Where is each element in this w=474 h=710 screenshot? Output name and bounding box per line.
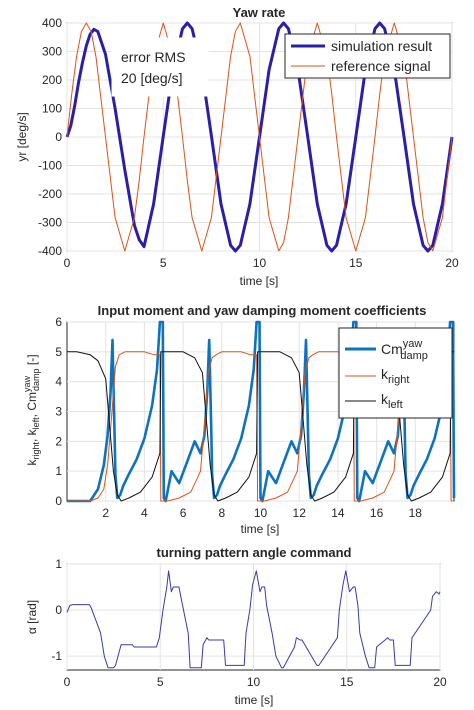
- legend-label-kleft: kleft: [381, 391, 403, 411]
- x-tick-label: 0: [64, 675, 71, 689]
- rms-annotation-box: [111, 37, 209, 97]
- legend-cm-base: Cm: [381, 341, 403, 357]
- damping-ylabel: kright, kleft, Cmyawdamp [-]: [22, 354, 41, 465]
- legend-kleft-base: k: [381, 391, 389, 407]
- y-tick-label: 6: [55, 315, 62, 329]
- x-tick-label: 15: [349, 256, 363, 270]
- x-tick-label: 2: [102, 506, 109, 520]
- x-tick-label: 0: [64, 256, 71, 270]
- x-tick-label: 20: [433, 675, 447, 689]
- series-line-simulation-result: [65, 21, 454, 253]
- y-tick-label: 1: [55, 464, 62, 478]
- damping-legend-box: [338, 327, 453, 419]
- ylabel-sub-damp: damp: [31, 368, 41, 391]
- series-line-alpha: [66, 570, 441, 669]
- angle-series: [66, 570, 441, 669]
- series-line-k-left: [67, 351, 454, 502]
- y-tick-label: 1: [55, 557, 62, 571]
- yaw-rate-ylabel: yr [deg/s]: [15, 112, 29, 161]
- ylabel-sep-1: ,: [25, 435, 39, 442]
- ylabel-sup-yaw: yaw: [22, 375, 32, 392]
- y-tick-label: 5: [55, 345, 62, 359]
- damping-title: Input moment and yaw damping moment coef…: [98, 303, 427, 318]
- x-tick-label: 6: [180, 506, 187, 520]
- y-tick-label: 4: [55, 375, 62, 389]
- y-tick-label: 3: [55, 405, 62, 419]
- ylabel-sub-right: right: [31, 442, 41, 460]
- x-tick-label: 10: [253, 256, 267, 270]
- y-tick-label: -100: [38, 159, 62, 173]
- y-tick-label: 0: [55, 130, 62, 144]
- angle-title: turning pattern angle command: [156, 545, 351, 560]
- x-tick-label: 14: [331, 506, 345, 520]
- angle-ylabel: α [rad]: [25, 600, 39, 634]
- legend-label-simulation: simulation result: [331, 38, 432, 54]
- angle-grid: [66, 563, 441, 670]
- angle-xlabel: time [s]: [235, 693, 274, 707]
- y-tick-label: 200: [42, 73, 62, 87]
- x-tick-label: 5: [157, 675, 164, 689]
- y-tick-label: 300: [42, 45, 62, 59]
- ylabel-cm: Cm: [25, 392, 39, 411]
- angle-panel: turning pattern angle command 0 5 10 15 2010…: [25, 545, 447, 707]
- y-tick-label: -1: [51, 649, 62, 663]
- legend-cm-sup: yaw: [403, 338, 423, 350]
- yaw-rate-ticks: 0 5 10 15 20 -400 -300 -200 -100 0 100 200 300 400: [38, 16, 459, 270]
- y-tick-label: 400: [42, 16, 62, 30]
- ylabel-k-1: k: [25, 459, 39, 466]
- ylabel-sep-2: ,: [25, 411, 39, 418]
- legend-kright-sub: right: [388, 374, 409, 386]
- rms-annotation-line-1: error RMS: [121, 49, 186, 65]
- x-tick-label: 20: [445, 256, 459, 270]
- damping-xlabel: time [s]: [241, 522, 280, 536]
- y-tick-label: -200: [38, 187, 62, 201]
- legend-label-cm: Cmyaw damp: [381, 338, 428, 362]
- legend-kleft-sub: left: [388, 399, 403, 411]
- x-tick-label: 10: [254, 506, 268, 520]
- x-tick-label: 16: [370, 506, 384, 520]
- legend-label-kright: kright: [381, 366, 409, 386]
- x-tick-label: 4: [141, 506, 148, 520]
- yaw-rate-panel: Yaw rate 0 5 10 15 20 -400 -300 -200 -100 0 100 200…: [15, 5, 459, 288]
- damping-legend: Cmyaw damp kright kleft: [338, 327, 453, 419]
- legend-kright-base: k: [381, 366, 389, 382]
- y-tick-label: 100: [42, 102, 62, 116]
- legend-label-reference: reference signal: [331, 58, 431, 74]
- x-tick-label: 18: [409, 506, 423, 520]
- y-tick-label: -300: [38, 216, 62, 230]
- ylabel-sub-left: left: [31, 417, 41, 430]
- x-tick-label: 12: [293, 506, 307, 520]
- ylabel-k-2: k: [25, 428, 39, 435]
- legend-cm-sub: damp: [400, 350, 428, 362]
- y-tick-label: -400: [38, 244, 62, 258]
- yaw-rate-title: Yaw rate: [233, 5, 286, 20]
- x-tick-label: 15: [340, 675, 354, 689]
- rms-annotation-line-2: 20 [deg/s]: [121, 70, 183, 86]
- y-tick-label: 0: [55, 494, 62, 508]
- x-tick-label: 8: [218, 506, 225, 520]
- y-tick-label: 2: [55, 434, 62, 448]
- y-tick-label: 0: [55, 603, 62, 617]
- yaw-rate-xlabel: time [s]: [240, 274, 279, 288]
- yaw-rate-legend-box: [284, 33, 451, 79]
- x-tick-label: 10: [247, 675, 261, 689]
- damping-panel: Input moment and yaw damping moment coef…: [22, 303, 456, 536]
- x-tick-label: 5: [160, 256, 167, 270]
- yaw-rate-legend: simulation result reference signal: [284, 33, 451, 79]
- ylabel-unit: [-]: [25, 354, 39, 368]
